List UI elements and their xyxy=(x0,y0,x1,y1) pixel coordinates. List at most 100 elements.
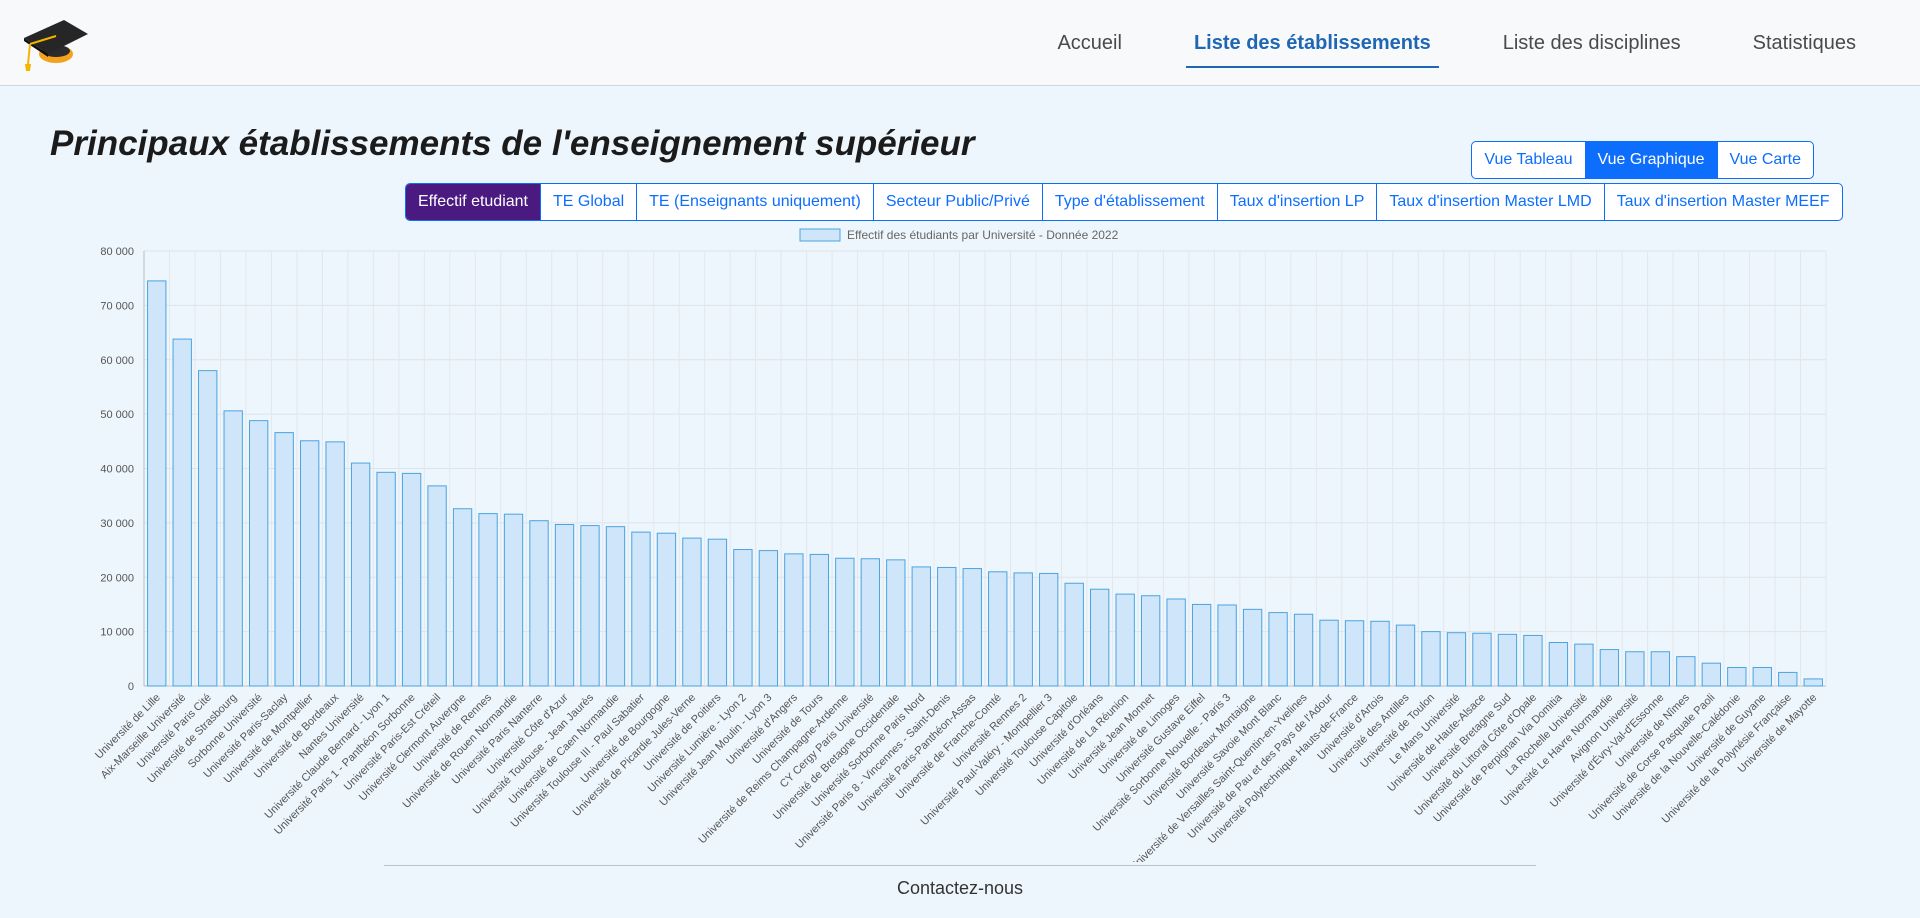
contact-link[interactable]: Contactez-nous xyxy=(896,878,1024,898)
bar-universite-de-strasbourg[interactable] xyxy=(223,410,243,687)
bar-universite-sorbonne-paris-nord[interactable] xyxy=(911,566,931,687)
bar-universite-toulouse-capitole[interactable] xyxy=(1064,582,1084,687)
bar-universite-de-bretagne-occidentale[interactable] xyxy=(886,559,906,687)
bar-universite-sorbonne-nouvelle-paris-3[interactable] xyxy=(1217,604,1237,687)
bar-universite-de-montpellier[interactable] xyxy=(299,440,320,687)
metric-effectif-etudiant-button[interactable]: Effectif etudiant xyxy=(406,184,540,220)
bar-universite-de-haute-alsace[interactable] xyxy=(1472,632,1492,687)
bar-universite-d-evry-val-d-essonne[interactable] xyxy=(1650,651,1671,687)
bar-aix-marseille-universite[interactable] xyxy=(172,338,192,687)
page-title: Principaux établissements de l'enseignem… xyxy=(50,124,975,163)
bar-universite-claude-bernard-lyon-1[interactable] xyxy=(376,471,396,687)
bar-universite-clermont-auvergne[interactable] xyxy=(452,508,473,687)
footer-divider xyxy=(384,865,1536,866)
y-tick-label: 40 000 xyxy=(100,464,134,476)
nav-accueil[interactable]: Accueil xyxy=(1057,31,1122,54)
bar-universite-de-pau-et-des-pays-de-l-adour[interactable] xyxy=(1319,619,1339,687)
bar-universite-savoie-mont-blanc[interactable] xyxy=(1268,612,1288,687)
bar-universite-de-corse-pasquale-paoli[interactable] xyxy=(1701,662,1721,687)
metric-te-global-button[interactable]: TE Global xyxy=(540,184,636,220)
bar-la-rochelle-universite[interactable] xyxy=(1574,643,1594,687)
bar-universite-paris-nanterre[interactable] xyxy=(529,520,549,687)
bar-universite-paris-8-vincennes-saint-denis[interactable] xyxy=(937,566,957,687)
bar-universite-paul-valery-montpellier-3[interactable] xyxy=(1039,572,1059,687)
bar-universite-d-orleans[interactable] xyxy=(1090,588,1110,687)
bar-universite-jean-monnet[interactable] xyxy=(1140,595,1161,687)
bar-universite-de-picardie-jules-verne[interactable] xyxy=(682,537,702,687)
metric-secteur-public-prive-button[interactable]: Secteur Public/Privé xyxy=(872,184,1042,220)
bar-universite-de-bordeaux[interactable] xyxy=(325,441,345,687)
metric-type-d-etablissement-button[interactable]: Type d'établissement xyxy=(1041,184,1217,220)
bar-universite-de-la-polynesie-francaise[interactable] xyxy=(1778,671,1798,687)
y-tick-label: 30 000 xyxy=(100,518,134,530)
bar-universite-de-bourgogne[interactable] xyxy=(656,532,677,687)
navbar: Accueil Liste des établissements Liste des… xyxy=(0,0,1920,86)
bar-universite-d-artois[interactable] xyxy=(1370,620,1390,687)
bar-universite-paris-pantheon-assas[interactable] xyxy=(962,568,982,687)
view-vue-carte-button[interactable]: Vue Carte xyxy=(1716,142,1813,178)
bar-universite-rennes-2[interactable] xyxy=(1013,572,1033,687)
nav-liste-des-disciplines[interactable]: Liste des disciplines xyxy=(1502,31,1681,54)
bar-universite-cote-d-azur[interactable] xyxy=(554,524,575,687)
bar-universite-de-caen-normandie[interactable] xyxy=(605,526,626,687)
bar-universite-de-mayotte[interactable] xyxy=(1803,678,1823,687)
bar-universite-bordeaux-montaigne[interactable] xyxy=(1242,608,1263,687)
y-tick-label: 20 000 xyxy=(100,572,134,584)
bar-universite-lumiere-lyon-2[interactable] xyxy=(733,549,753,687)
bar-universite-de-la-reunion[interactable] xyxy=(1115,593,1135,687)
bar-universite-de-tours[interactable] xyxy=(809,553,830,687)
bar-universite-polytechnique-hauts-de-france[interactable] xyxy=(1344,620,1365,687)
y-tick-label: 60 000 xyxy=(100,355,134,367)
view-vue-tableau-button[interactable]: Vue Tableau xyxy=(1484,151,1573,168)
bar-universite-de-limoges[interactable] xyxy=(1166,598,1186,687)
bar-universite-des-antilles[interactable] xyxy=(1395,624,1416,687)
bar-universite-de-poitiers[interactable] xyxy=(707,538,728,687)
nav-statistiques[interactable]: Statistiques xyxy=(1752,31,1856,54)
bar-universite-paris-saclay[interactable] xyxy=(274,432,294,687)
legend-swatch[interactable] xyxy=(799,228,841,242)
bar-universite-de-rouen-normandie[interactable] xyxy=(503,513,524,687)
bar-universite-gustave-eiffel[interactable] xyxy=(1191,603,1212,687)
metric-taux-d-insertion-master-meef-button[interactable]: Taux d'insertion Master MEEF xyxy=(1603,184,1842,220)
view-toggle-group: Vue Tableau Vue Graphique Vue Carte xyxy=(1471,141,1814,179)
bar-universite-de-nimes[interactable] xyxy=(1676,656,1696,687)
bar-universite-de-toulon[interactable] xyxy=(1421,631,1441,687)
bar-universite-de-lille[interactable] xyxy=(147,280,167,687)
metric-te-enseignants-uniquement-button[interactable]: TE (Enseignants uniquement) xyxy=(636,184,873,220)
bar-universite-paris-est-creteil[interactable] xyxy=(427,485,447,687)
graduation-cap-icon[interactable] xyxy=(22,14,88,72)
bar-universite-toulouse-jean-jaures[interactable] xyxy=(580,525,600,687)
metric-toggle-group: Effectif etudiant TE Global TE (Enseignant… xyxy=(405,183,1843,221)
bar-universite-de-perpignan-via-domitia[interactable] xyxy=(1548,642,1569,687)
bar-universite-le-havre-normandie[interactable] xyxy=(1599,649,1620,687)
bar-avignon-universite[interactable] xyxy=(1625,651,1645,687)
main-nav: Accueil Liste des établissements Liste des… xyxy=(993,0,1864,86)
y-tick-label: 0 xyxy=(128,681,134,693)
bar-universite-bretagne-sud[interactable] xyxy=(1497,633,1518,687)
bar-le-mans-universite[interactable] xyxy=(1446,632,1467,687)
bar-universite-du-littoral-cote-d-opale[interactable] xyxy=(1523,634,1543,687)
y-tick-label: 10 000 xyxy=(100,627,134,639)
y-tick-label: 50 000 xyxy=(100,409,134,421)
bar-universite-jean-moulin-lyon-3[interactable] xyxy=(758,550,779,687)
metric-taux-d-insertion-lp-button[interactable]: Taux d'insertion LP xyxy=(1216,184,1377,220)
y-tick-label: 70 000 xyxy=(100,300,134,312)
view-vue-graphique-button[interactable]: Vue Graphique xyxy=(1584,142,1717,178)
nav-liste-des-etablissements[interactable]: Liste des établissements xyxy=(1185,22,1439,68)
bar-universite-de-la-nouvelle-caledonie[interactable] xyxy=(1727,667,1747,687)
bar-sorbonne-universite[interactable] xyxy=(249,420,269,687)
legend-label[interactable]: Effectif des étudiants par Université - … xyxy=(847,228,1119,242)
enrollment-bar-chart: 0 10 000 20 000 30 000 40 000 50 000 60 000 70 … xyxy=(93,228,1827,862)
bar-universite-toulouse-iii-paul-sabatier[interactable] xyxy=(631,531,651,687)
bar-universite-de-rennes[interactable] xyxy=(478,513,498,687)
bar-universite-de-franche-comte[interactable] xyxy=(988,571,1008,687)
bar-cy-cergy-paris-universite[interactable] xyxy=(860,558,880,687)
bar-universite-paris-1-pantheon-sorbonne[interactable] xyxy=(401,472,422,687)
metric-taux-d-insertion-master-lmd-button[interactable]: Taux d'insertion Master LMD xyxy=(1376,184,1603,220)
bar-universite-de-versailles-saint-quentin-en-yvelines[interactable] xyxy=(1293,613,1314,687)
bar-universite-de-guyane[interactable] xyxy=(1752,667,1772,687)
bar-universite-de-reims-champagne-ardenne[interactable] xyxy=(835,557,855,687)
bar-universite-paris-cite[interactable] xyxy=(198,370,218,687)
bar-nantes-universite[interactable] xyxy=(350,462,371,687)
bar-universite-d-angers[interactable] xyxy=(784,553,804,687)
